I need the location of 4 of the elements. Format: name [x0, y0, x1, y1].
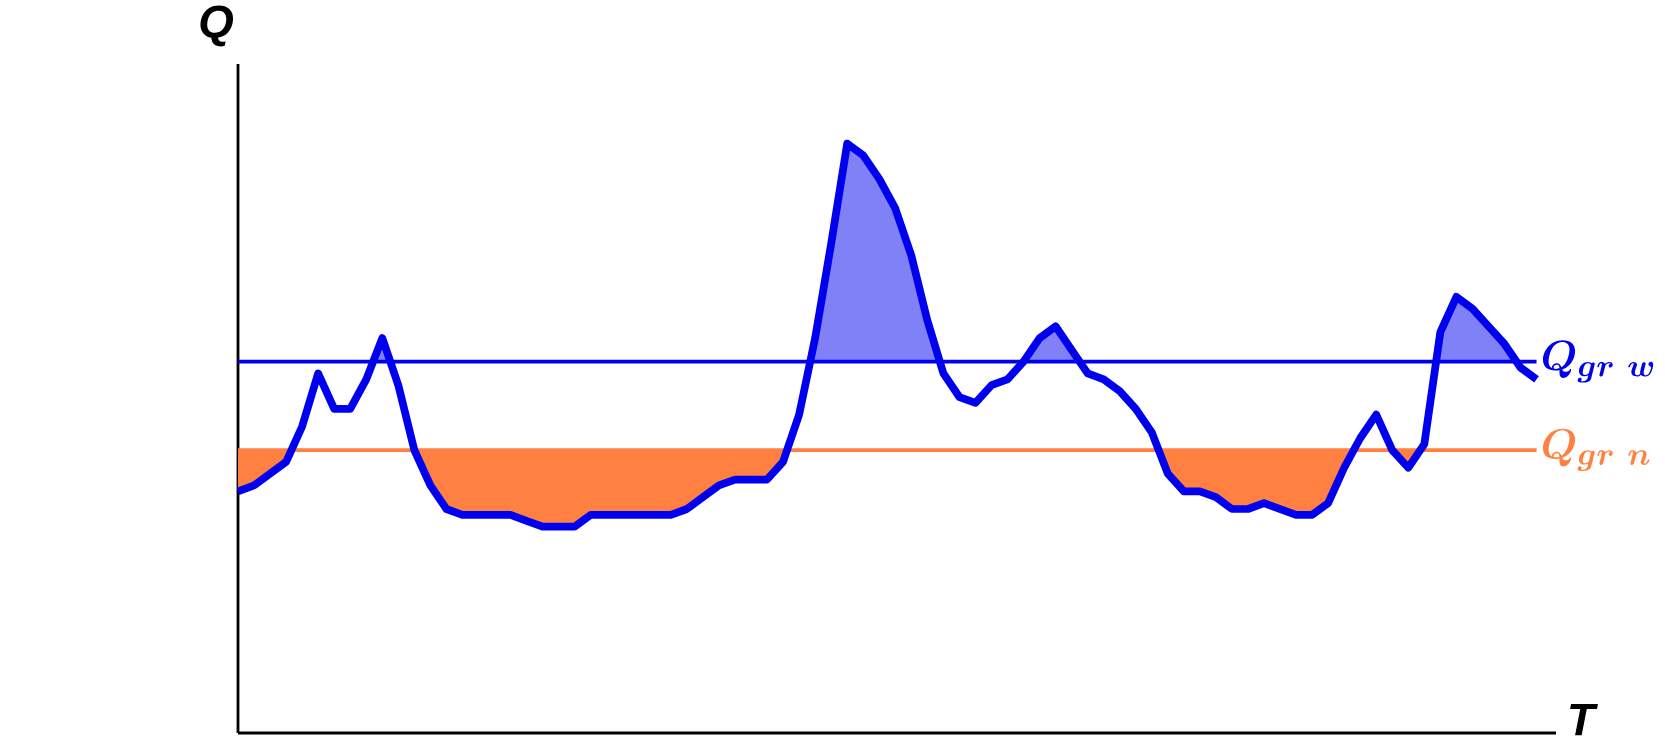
- y-axis-title: Q: [200, 5, 234, 47]
- ref-line-label: $Q_{gr\ n}$: [1543, 428, 1650, 472]
- ref-line-label: $Q_{gr\ w}$: [1543, 340, 1654, 383]
- x-axis-title: T: [1570, 703, 1598, 736]
